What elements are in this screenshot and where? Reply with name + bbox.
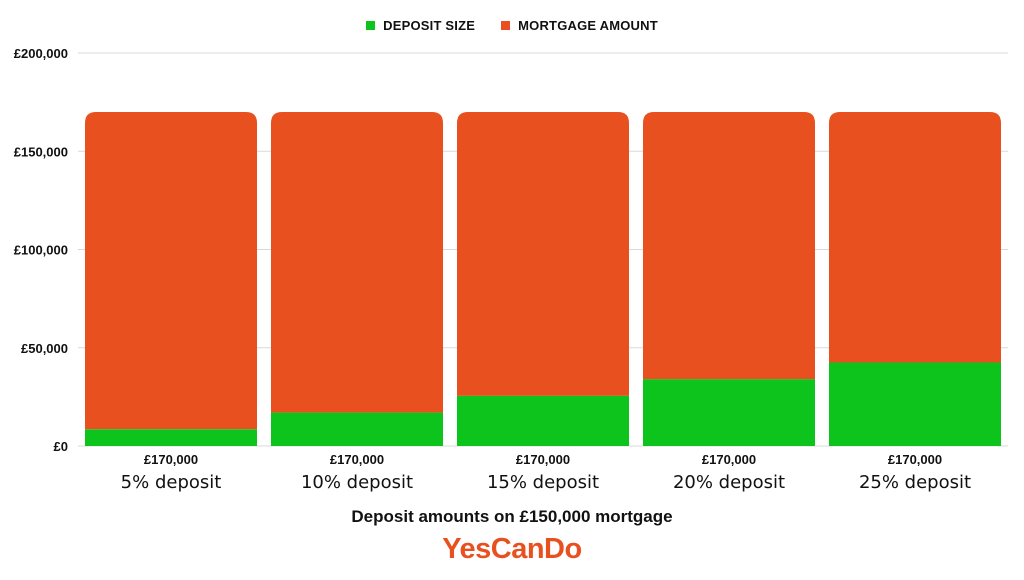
bar-total-label: £170,000: [702, 452, 756, 467]
legend-swatch-mortgage-amount: [501, 21, 511, 30]
brand-logo-text: YesCanDo: [442, 533, 582, 565]
y-tick-label: £100,000: [14, 243, 68, 258]
legend-item-mortgage-amount: MORTGAGE AMOUNT: [501, 18, 658, 33]
bar-total-label: £170,000: [330, 452, 384, 467]
bar-mortgage-amount: [829, 111, 1001, 363]
y-tick-label: £150,000: [14, 144, 68, 159]
x-category-label: 25% deposit: [859, 472, 971, 493]
bar-mortgage-amount: [85, 111, 257, 430]
legend-item-deposit-size: DEPOSIT SIZE: [366, 18, 475, 33]
x-category-label: 5% deposit: [121, 472, 222, 493]
bar-total-label: £170,000: [144, 452, 198, 467]
bar-mortgage-amount: [271, 111, 443, 413]
bar-mortgage-amount: [643, 111, 815, 380]
y-axis-ticks: £0 £50,000 £100,000 £150,000 £200,000: [14, 46, 68, 454]
bar-labels: £170,000 5% deposit £170,000 10% deposit £17…: [121, 452, 971, 493]
bar-deposit-size: [829, 362, 1001, 446]
chart-legend: DEPOSIT SIZE MORTGAGE AMOUNT: [0, 18, 1024, 33]
brand-logo: YesCanDo: [0, 533, 1024, 566]
stacked-bar-chart: £0 £50,000 £100,000 £150,000 £200,000 £170,0…: [14, 46, 1008, 493]
bar-total-label: £170,000: [516, 452, 570, 467]
y-tick-label: £200,000: [14, 46, 68, 61]
bar-deposit-size: [457, 395, 629, 446]
legend-label-mortgage-amount: MORTGAGE AMOUNT: [518, 18, 658, 33]
bar-deposit-size: [85, 429, 257, 446]
chart-title: Deposit amounts on £150,000 mortgage: [351, 507, 673, 526]
bar-deposit-size: [271, 412, 443, 446]
x-category-label: 20% deposit: [673, 472, 785, 493]
bar-mortgage-amount: [457, 111, 629, 396]
y-tick-label: £0: [54, 439, 68, 454]
bar-deposit-size: [643, 379, 815, 446]
bar-total-label: £170,000: [888, 452, 942, 467]
legend-swatch-deposit-size: [366, 21, 376, 30]
legend-label-deposit-size: DEPOSIT SIZE: [383, 18, 476, 33]
y-tick-label: £50,000: [21, 341, 68, 356]
x-category-label: 10% deposit: [301, 472, 413, 493]
bars: [85, 111, 1001, 446]
x-category-label: 15% deposit: [487, 472, 599, 493]
